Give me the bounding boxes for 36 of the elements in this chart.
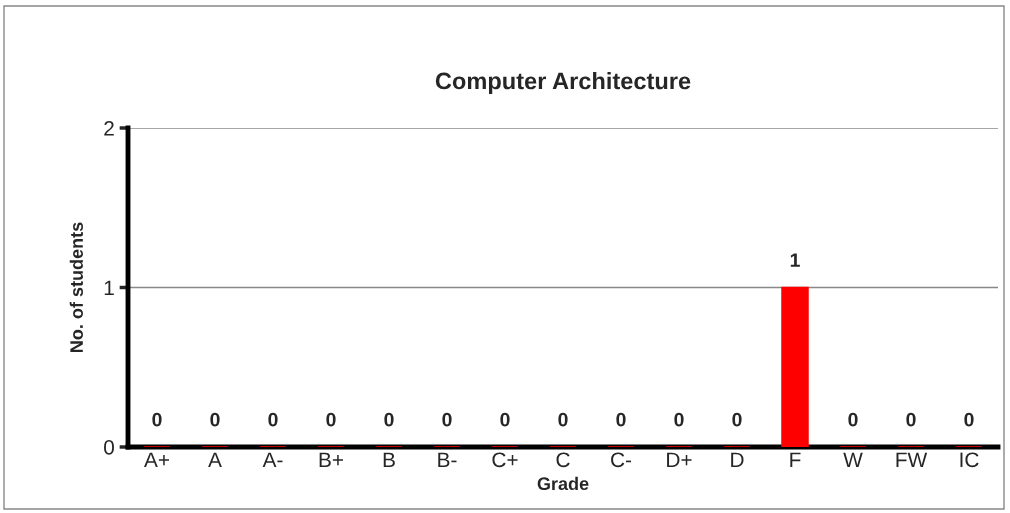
x-tick-label: W xyxy=(843,452,863,467)
x-tick-label: D xyxy=(731,452,744,467)
data-label: 0 xyxy=(268,412,278,427)
data-label: 0 xyxy=(906,412,916,427)
x-tick-label: FW xyxy=(896,452,928,467)
data-label: 0 xyxy=(964,412,974,427)
y-tick-label: 0 xyxy=(104,440,114,455)
x-tick-label: C- xyxy=(611,452,632,468)
data-label: 0 xyxy=(732,412,742,427)
y-tick-label: 2 xyxy=(104,121,114,136)
x-tick-label: B+ xyxy=(319,452,343,467)
data-label: 0 xyxy=(442,412,452,427)
x-tick-label: A- xyxy=(262,452,283,467)
data-label: 0 xyxy=(616,412,626,427)
x-axis-title: Grade xyxy=(537,476,589,491)
data-label: 1 xyxy=(790,253,800,267)
chart-title: Computer Architecture xyxy=(435,72,691,95)
data-label: 0 xyxy=(210,412,220,427)
x-tick-label: B- xyxy=(438,452,457,467)
x-tick-label: C xyxy=(556,452,570,468)
data-label: 0 xyxy=(326,412,336,427)
y-tick-label: 1 xyxy=(104,280,114,296)
data-label: 0 xyxy=(674,412,684,427)
data-label: 0 xyxy=(558,412,568,427)
y-axis-title: No. of students xyxy=(69,222,83,352)
data-label: 0 xyxy=(500,412,510,427)
data-label: 0 xyxy=(384,412,394,427)
data-label: 0 xyxy=(152,412,162,427)
x-tick-label: B xyxy=(383,452,395,467)
x-tick-label: C+ xyxy=(492,452,518,468)
x-tick-label: A+ xyxy=(144,452,169,467)
x-tick-label: D+ xyxy=(667,452,692,467)
x-tick-label: A xyxy=(208,452,222,467)
data-label: 0 xyxy=(848,412,858,427)
x-tick-label: F xyxy=(790,452,801,467)
x-tick-label: IC xyxy=(960,452,979,468)
